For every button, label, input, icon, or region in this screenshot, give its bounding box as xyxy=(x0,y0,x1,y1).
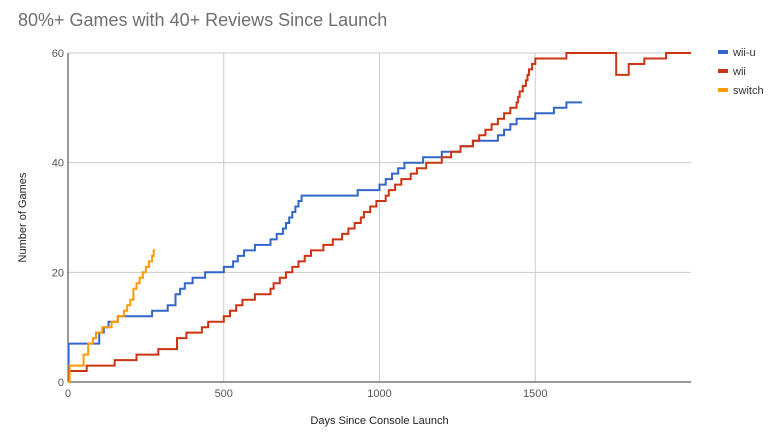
legend-label-wii: wii xyxy=(732,66,746,78)
legend-label-wii-u: wii-u xyxy=(732,47,756,59)
y-tick-label: 20 xyxy=(52,267,64,279)
series-line-wii xyxy=(67,52,691,383)
axes xyxy=(67,53,691,383)
x-tick-label: 1500 xyxy=(523,388,547,400)
tick-labels: 0 20 40 60 0 500 1000 1500 xyxy=(52,48,548,400)
y-tick-label: 40 xyxy=(52,158,64,170)
grid-lines xyxy=(68,52,691,382)
series-line-wii-u xyxy=(67,101,582,383)
x-axis-label: Days Since Console Launch xyxy=(310,415,448,427)
legend: wii-u wii switch xyxy=(718,47,764,97)
series-line-switch xyxy=(68,249,156,383)
y-axis-label: Number of Games xyxy=(17,172,29,262)
legend-swatch-wii-u xyxy=(718,50,728,54)
y-tick-label: 60 xyxy=(52,48,64,60)
x-tick-label: 500 xyxy=(215,388,233,400)
legend-swatch-wii xyxy=(718,69,728,73)
series-lines xyxy=(67,52,691,383)
x-tick-label: 1000 xyxy=(367,388,391,400)
y-tick-label: 0 xyxy=(58,377,64,389)
legend-swatch-switch xyxy=(718,88,728,92)
x-tick-label: 0 xyxy=(65,388,71,400)
legend-label-switch: switch xyxy=(733,85,764,97)
chart-title: 80%+ Games with 40+ Reviews Since Launch xyxy=(18,10,388,30)
